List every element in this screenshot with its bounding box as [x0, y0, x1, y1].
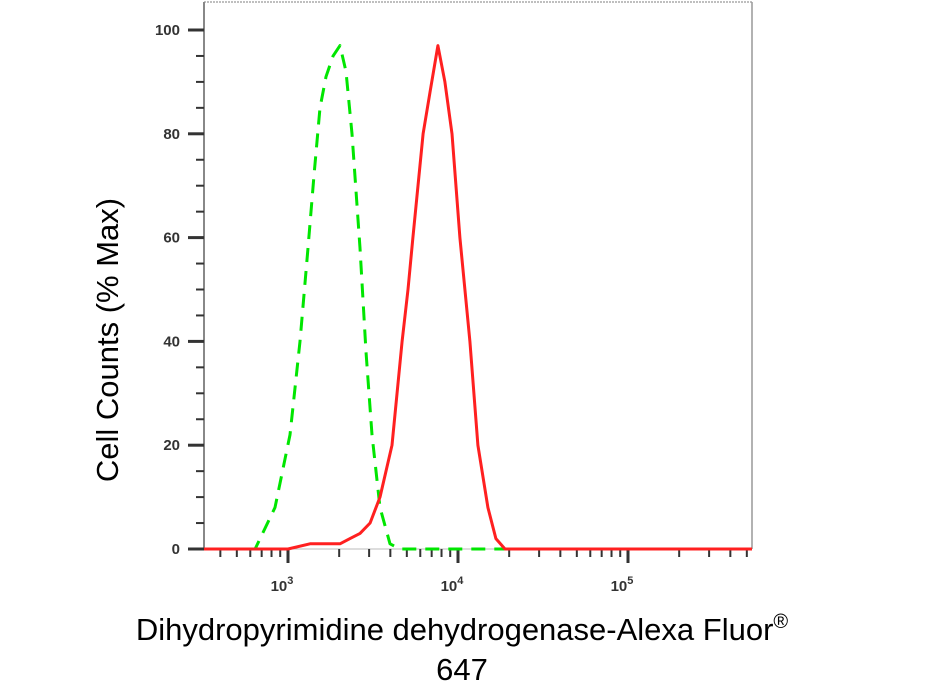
y-tick-label: 40 — [163, 333, 180, 350]
y-tick-label: 20 — [163, 437, 180, 454]
x-axis-title: Dihydropyrimidine dehydrogenase-Alexa Fl… — [136, 611, 789, 647]
x-tick-exponent: 3 — [287, 575, 293, 587]
x-tick-label: 104 — [441, 575, 465, 595]
y-tick-label: 0 — [172, 541, 180, 558]
x-axis-title-superscript: ® — [773, 611, 788, 633]
x-tick-exponent: 4 — [457, 575, 464, 587]
x-axis-title-text: Dihydropyrimidine dehydrogenase-Alexa Fl… — [136, 612, 774, 647]
y-tick-label: 100 — [155, 22, 180, 39]
series-line-dashed-green — [204, 44, 752, 551]
y-tick-label: 80 — [163, 126, 180, 143]
x-tick-base: 10 — [441, 578, 458, 595]
x-tick-base: 10 — [611, 578, 628, 595]
x-tick-label: 105 — [611, 575, 634, 595]
y-tick-label: 60 — [163, 230, 180, 247]
y-axis-title: Cell Counts (% Max) — [90, 198, 125, 482]
x-tick-exponent: 5 — [627, 575, 633, 587]
x-tick-base: 10 — [271, 578, 288, 595]
x-axis-title-line2: 647 — [436, 652, 488, 687]
x-tick-label: 103 — [271, 575, 294, 595]
series-line-solid-red — [204, 44, 752, 551]
